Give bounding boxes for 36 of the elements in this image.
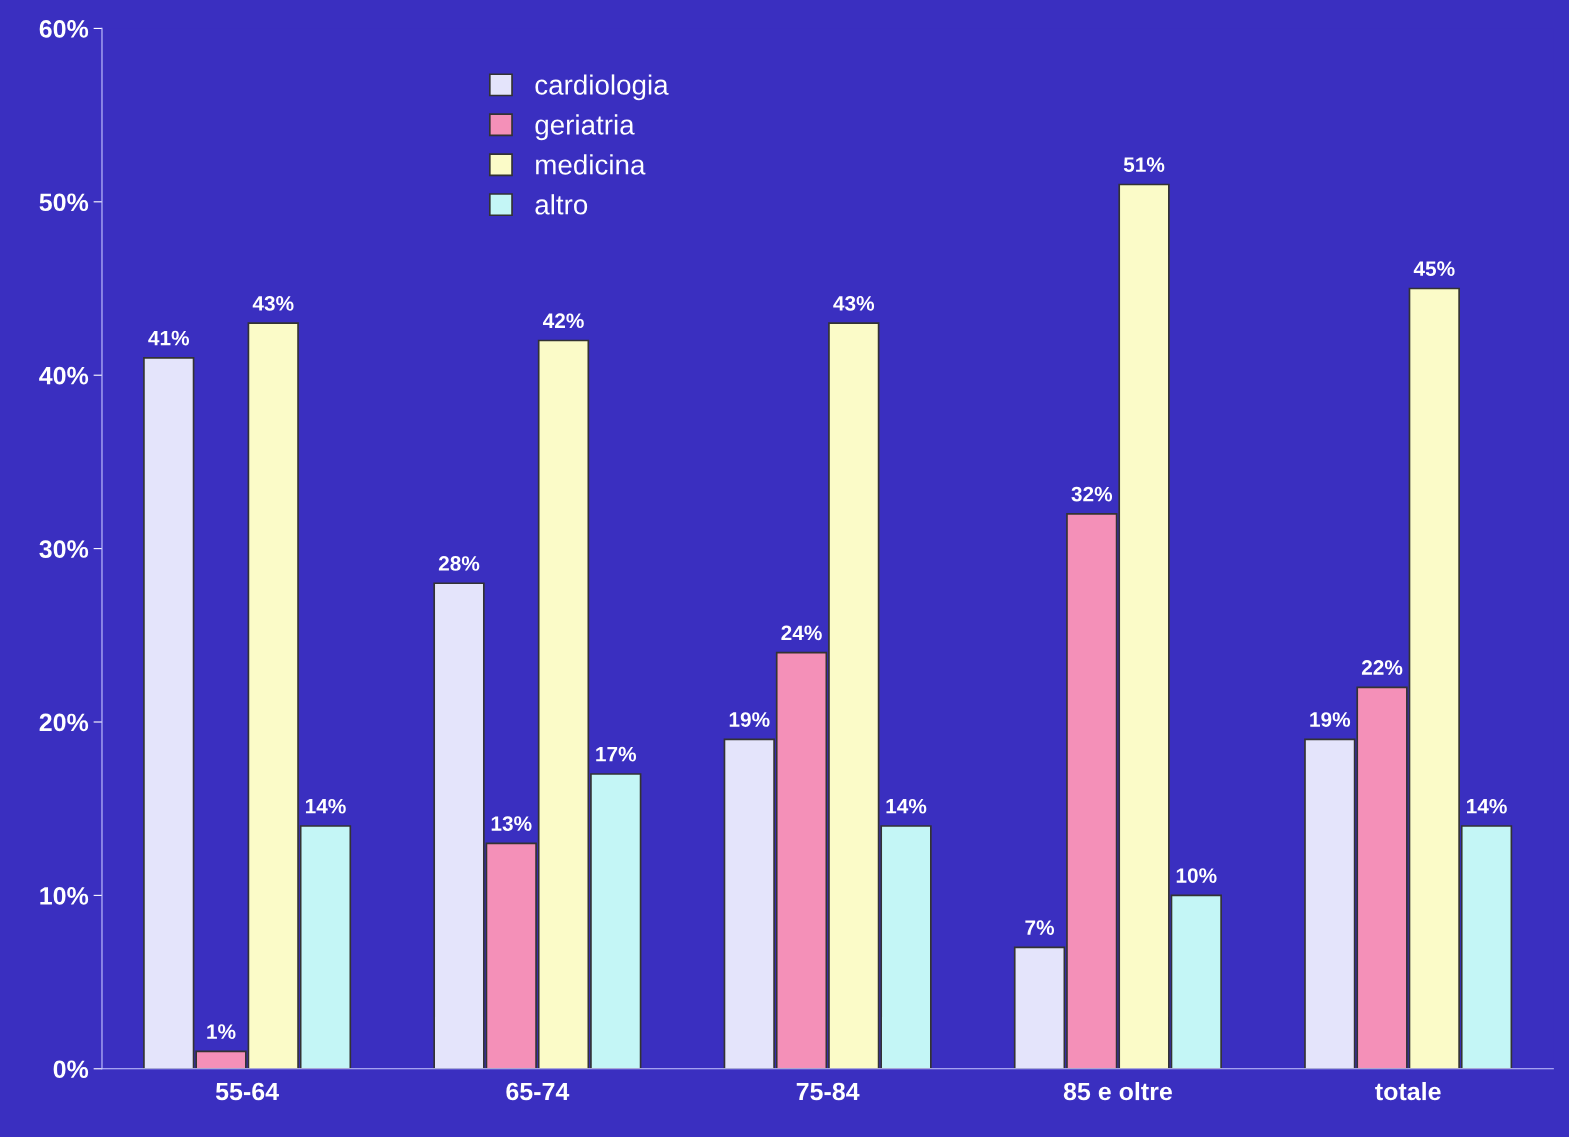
y-tick-label: 50% — [39, 193, 89, 212]
legend-label: altro — [535, 194, 588, 215]
data-label: 41% — [148, 330, 190, 346]
data-label: 10% — [1176, 868, 1217, 883]
data-label: 45% — [1413, 261, 1455, 277]
x-tick-label: 75-84 — [796, 1082, 860, 1101]
y-tick-label: 10% — [40, 886, 89, 905]
y-tick-label: 0% — [53, 1060, 89, 1079]
data-label: 14% — [305, 798, 346, 814]
data-label: 13% — [491, 816, 532, 831]
data-label: 51% — [1123, 157, 1165, 173]
data-label: 28% — [438, 556, 480, 571]
data-label: 22% — [1361, 660, 1403, 675]
legend-label: cardiologia — [535, 74, 669, 101]
data-label: 24% — [781, 625, 822, 641]
y-tick-label: 30% — [39, 540, 89, 558]
data-label: 14% — [886, 798, 927, 814]
y-tick-label: 20% — [39, 713, 89, 732]
data-label: 19% — [1310, 712, 1351, 727]
data-label: 32% — [1071, 486, 1113, 502]
data-label: 17% — [596, 746, 637, 762]
data-label: 42% — [542, 313, 584, 329]
data-label: 14% — [1467, 798, 1507, 814]
legend-label: geriatria — [535, 114, 635, 141]
data-label: 19% — [729, 712, 770, 727]
data-label: 43% — [833, 295, 875, 311]
x-tick-label: 65-74 — [506, 1082, 570, 1101]
legend-label: medicina — [536, 154, 646, 175]
data-label: 43% — [252, 295, 294, 311]
y-tick-label: 60% — [39, 20, 89, 38]
x-tick-label: 55-64 — [215, 1082, 279, 1101]
data-label: 7% — [1025, 920, 1055, 935]
data-label: 1% — [207, 1024, 236, 1039]
y-tick-label: 40% — [39, 366, 89, 385]
x-tick-label: 85 e oltre — [1063, 1081, 1172, 1101]
x-tick-label: totale — [1375, 1081, 1441, 1101]
